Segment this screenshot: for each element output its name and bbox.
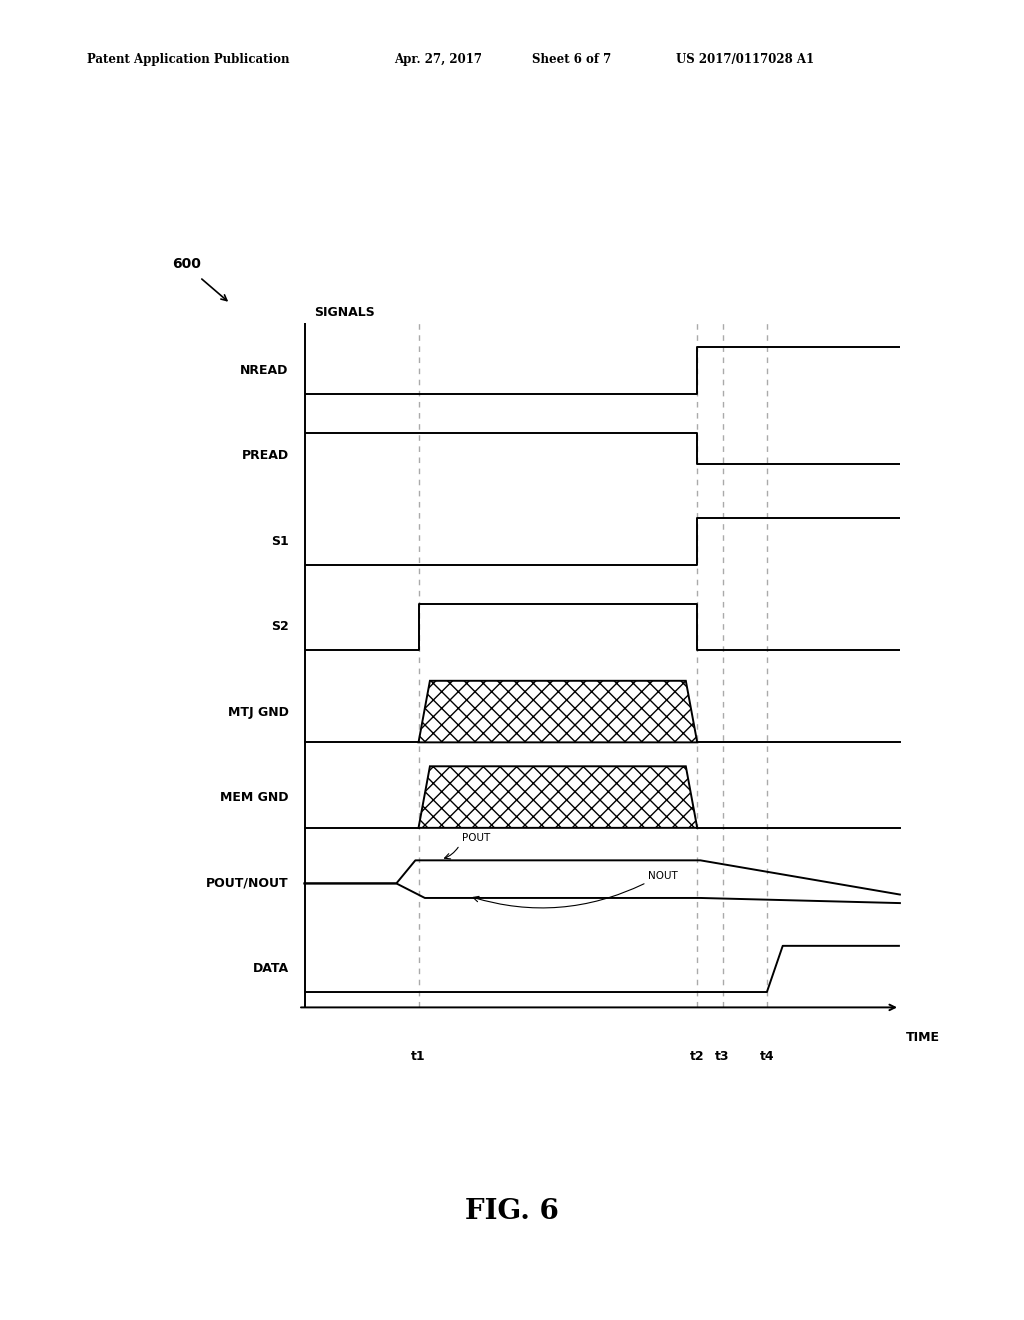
Polygon shape [419, 681, 697, 742]
Text: TIME: TIME [906, 1031, 940, 1044]
Text: SIGNALS: SIGNALS [314, 306, 375, 319]
Text: t4: t4 [760, 1051, 774, 1063]
Text: POUT/NOUT: POUT/NOUT [206, 876, 289, 890]
Text: Apr. 27, 2017: Apr. 27, 2017 [394, 53, 482, 66]
Text: PREAD: PREAD [242, 449, 289, 462]
Text: MTJ GND: MTJ GND [227, 706, 289, 719]
Text: Sheet 6 of 7: Sheet 6 of 7 [532, 53, 611, 66]
Text: 600: 600 [172, 256, 201, 271]
Text: Patent Application Publication: Patent Application Publication [87, 53, 290, 66]
Text: FIG. 6: FIG. 6 [465, 1199, 559, 1225]
Text: POUT: POUT [462, 833, 489, 843]
Text: DATA: DATA [253, 962, 289, 975]
Text: t2: t2 [690, 1051, 705, 1063]
Text: t3: t3 [716, 1051, 730, 1063]
Text: US 2017/0117028 A1: US 2017/0117028 A1 [676, 53, 814, 66]
Text: t1: t1 [412, 1051, 426, 1063]
Text: S1: S1 [271, 535, 289, 548]
Text: NOUT: NOUT [648, 871, 678, 880]
Text: S2: S2 [271, 620, 289, 634]
Text: MEM GND: MEM GND [220, 792, 289, 804]
Text: NREAD: NREAD [241, 364, 289, 378]
Polygon shape [419, 767, 697, 828]
